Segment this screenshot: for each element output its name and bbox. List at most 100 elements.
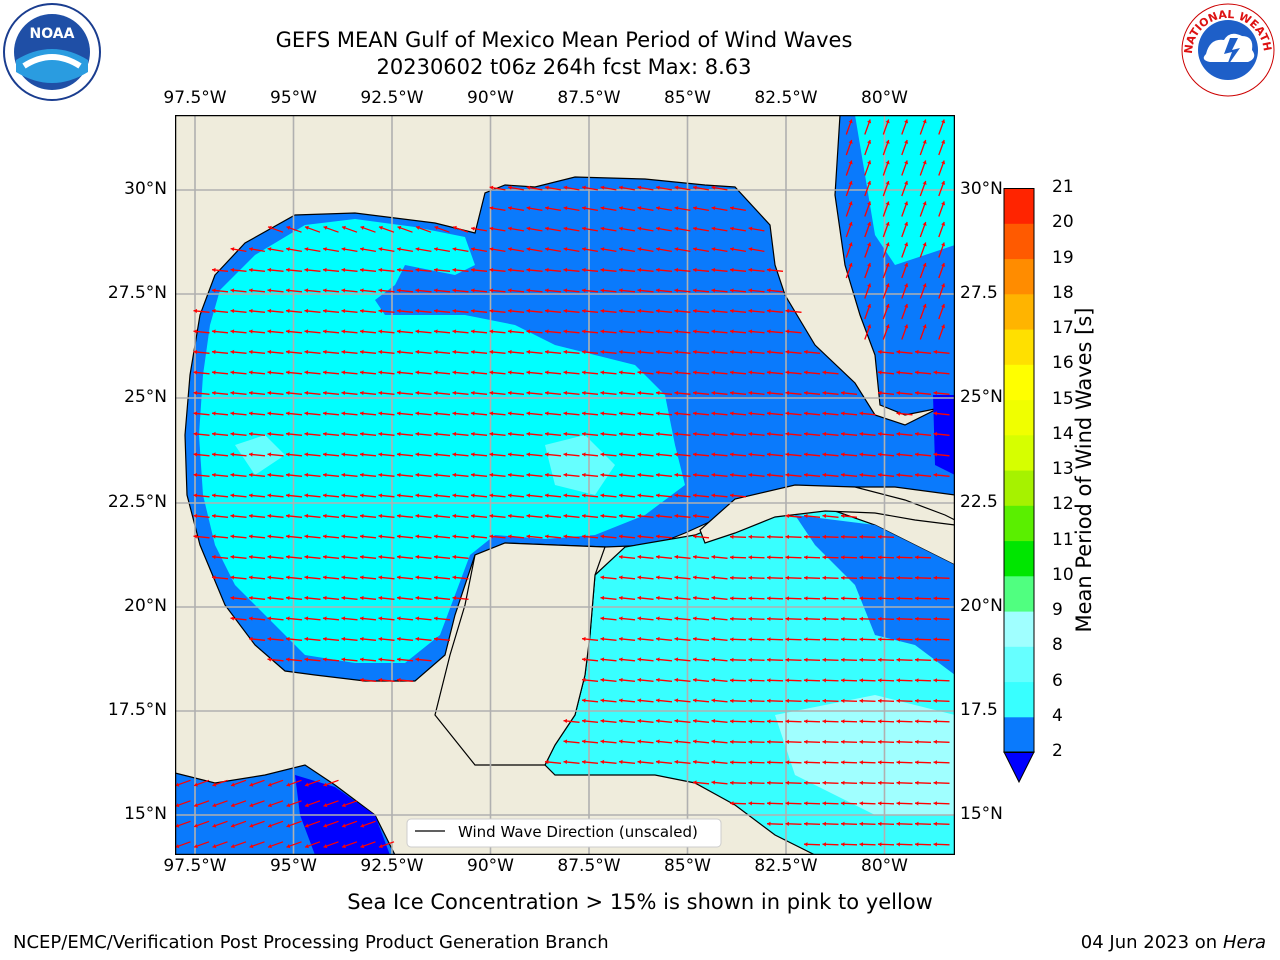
wind-arrow-head — [286, 370, 290, 375]
wind-arrow-head — [859, 637, 863, 642]
wind-arrow-head — [323, 308, 327, 314]
wind-arrow-head — [896, 821, 900, 826]
wind-arrow-head — [896, 698, 900, 703]
wind-arrow-head — [378, 411, 383, 416]
wind-arrow-head — [434, 329, 438, 334]
wind-arrow-head — [193, 390, 198, 396]
wind-arrow-head — [415, 472, 420, 478]
wind-arrow-head — [904, 139, 909, 144]
wind-arrow-head — [859, 698, 863, 703]
wind-arrow-head — [767, 534, 771, 539]
wind-arrow-head — [785, 349, 790, 355]
wind-arrow-head — [545, 411, 549, 416]
colorbar-segment — [1004, 329, 1034, 365]
wind-arrow-head — [822, 596, 826, 601]
wind-arrow-head — [933, 739, 937, 744]
wind-arrow-head — [859, 821, 863, 826]
wind-arrow-head — [341, 370, 346, 375]
wind-arrow-head — [267, 803, 272, 808]
wind-arrow-head — [730, 534, 734, 539]
wind-arrow-head — [508, 185, 512, 190]
colorbar-tick-label: 14 — [1052, 423, 1074, 444]
wind-arrow-head — [859, 472, 864, 478]
wind-arrow-head — [341, 554, 346, 560]
wind-arrow-head — [848, 201, 853, 206]
wind-arrow-head — [822, 739, 826, 744]
wind-arrow-head — [600, 636, 605, 642]
wind-arrow-head — [730, 247, 734, 252]
wind-arrow-head — [471, 493, 475, 498]
wind-arrow-head — [730, 555, 734, 560]
wind-arrow-head — [582, 411, 586, 416]
wind-arrow-head — [656, 411, 660, 416]
wind-arrow-head — [656, 595, 660, 601]
wind-arrow-head — [249, 595, 253, 601]
wind-arrow-head — [582, 698, 586, 703]
wind-arrow-head — [941, 262, 946, 267]
wind-arrow-head — [767, 637, 771, 642]
y-tick-label-right: 22.5 — [960, 492, 998, 512]
x-tick-label-bottom: 82.5°W — [754, 856, 818, 876]
wind-arrow-head — [415, 329, 420, 334]
wind-arrow-head — [730, 349, 734, 355]
wind-arrow-head — [582, 288, 586, 293]
wind-arrow-head — [563, 472, 568, 478]
wind-arrow-head — [230, 370, 235, 375]
wind-arrow-head — [230, 267, 235, 273]
wind-arrow-head — [656, 493, 660, 498]
wind-arrow-head — [563, 534, 568, 539]
wind-arrow-head — [378, 472, 383, 478]
wind-arrow-head — [489, 390, 494, 396]
wind-arrow-head — [212, 823, 217, 828]
wind-arrow-head — [415, 493, 420, 498]
wind-arrow-head — [230, 472, 235, 478]
wind-arrow-head — [730, 760, 734, 765]
wind-arrow-head — [896, 370, 901, 375]
y-tick-label-left: 27.5°N — [107, 283, 167, 303]
wind-arrow-head — [545, 267, 549, 273]
x-tick-label-bottom: 87.5°W — [557, 856, 621, 876]
wind-arrow-head — [859, 575, 863, 580]
wind-arrow-head — [619, 206, 623, 211]
wind-arrow-head — [378, 575, 383, 580]
wind-arrow-head — [693, 718, 697, 724]
wind-arrow-head — [249, 349, 253, 355]
y-tick-label-left: 25°N — [124, 387, 167, 407]
wind-arrow-head — [286, 823, 291, 828]
wind-arrow-head — [360, 844, 365, 849]
wind-arrow-head — [822, 513, 827, 519]
wind-arrow-head — [748, 247, 753, 252]
wind-arrow-head — [212, 349, 216, 355]
wind-arrow-head — [212, 267, 216, 273]
wind-arrow-head — [582, 226, 586, 231]
wind-arrow-head — [693, 185, 697, 190]
wind-arrow-head — [767, 411, 771, 416]
wind-arrow-head — [867, 303, 872, 308]
wind-arrow-head — [286, 803, 291, 808]
wind-arrow-head — [915, 472, 919, 478]
wind-arrow-head — [885, 139, 890, 144]
wind-arrow-head — [933, 842, 937, 847]
wind-arrow-head — [878, 657, 882, 662]
wind-arrow-head — [471, 370, 475, 375]
wind-arrow-head — [600, 759, 605, 765]
wind-arrow-head — [656, 247, 660, 252]
wind-arrow-head — [508, 206, 512, 211]
wind-arrow-head — [637, 759, 642, 765]
wind-arrow-head — [711, 308, 716, 314]
wind-arrow-head — [859, 534, 863, 539]
wind-arrow-head — [619, 185, 623, 190]
wind-arrow-head — [341, 247, 346, 252]
wind-arrow-head — [767, 801, 771, 806]
wind-arrow-head — [878, 349, 882, 355]
wind-arrow-head — [922, 201, 927, 206]
wind-arrow-head — [508, 267, 512, 273]
wind-arrow-head — [859, 760, 863, 765]
wind-arrow-head — [582, 493, 586, 498]
wind-arrow-head — [748, 780, 752, 785]
wind-arrow-head — [230, 554, 235, 560]
wind-arrow-head — [748, 308, 753, 314]
wind-arrow-head — [804, 349, 808, 355]
wind-arrow-head — [748, 370, 753, 375]
wind-arrow-head — [885, 180, 890, 185]
